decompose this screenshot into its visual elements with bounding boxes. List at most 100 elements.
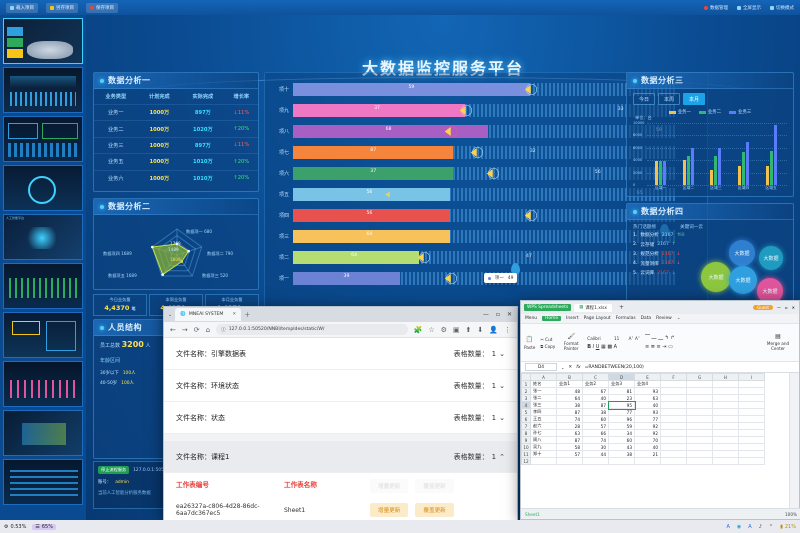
cell-blank[interactable] <box>660 387 687 395</box>
address-bar[interactable]: ⓘ 127.0.0.1:50520/NNBI/templdes/static/W… <box>216 324 408 335</box>
thumbnail-item-6[interactable] <box>3 312 83 358</box>
thumbnail-item-7[interactable] <box>3 361 83 407</box>
cell-v2[interactable]: 43 <box>608 443 635 451</box>
window-controls[interactable]: — ▫ ✕ <box>483 311 517 318</box>
cell-D1[interactable]: 业务3 <box>608 380 635 388</box>
cell-blank[interactable] <box>738 394 765 402</box>
cell-blank[interactable] <box>738 443 765 451</box>
file-row[interactable]: 文件名称： 状态 表格数量： 1 ⌄ <box>164 402 517 434</box>
cell-blank[interactable] <box>608 457 635 465</box>
cell-blank[interactable] <box>660 394 687 402</box>
maximize-icon[interactable]: ▫ <box>495 311 500 318</box>
cell-blank[interactable] <box>712 408 739 416</box>
copy-button[interactable]: ⧉ Copy <box>540 343 556 349</box>
cell-name[interactable]: 张三 <box>530 401 557 409</box>
merge-center-group[interactable]: ▤ Merge and Center <box>764 333 796 351</box>
cell-blank[interactable] <box>738 401 765 409</box>
list-item[interactable]: 4. 流量洞库 2167 ↓ <box>633 261 699 267</box>
cell-v1[interactable]: 87 <box>582 401 609 409</box>
period-tabs[interactable]: 今日 本周 本月 <box>627 89 793 109</box>
cell-name[interactable]: 张二 <box>530 394 557 402</box>
download-icon[interactable]: ⬇ <box>477 325 484 334</box>
cell-v1[interactable]: 60 <box>582 415 609 423</box>
browser-tab[interactable]: 🌐 MNEAI SYSTEM ✕ <box>175 308 242 321</box>
thumbnail-item-1[interactable] <box>3 67 83 113</box>
cell-blank[interactable] <box>712 394 739 402</box>
bubble-4[interactable]: 大数据 <box>757 278 783 304</box>
stop-service-button[interactable]: 停止流程服务 <box>98 466 130 474</box>
col-I[interactable]: I <box>738 373 765 381</box>
chevron-up-icon[interactable]: ⌃ <box>499 452 505 461</box>
tab-today[interactable]: 今日 <box>633 93 656 105</box>
italic-icon[interactable]: I <box>592 343 595 350</box>
cell-name[interactable]: 张一 <box>530 387 557 395</box>
row-number[interactable]: 9 <box>521 436 531 444</box>
file-row[interactable]: 文件名称： 引擎数据表 表格数量： 1 ⌄ <box>164 338 517 370</box>
alignment-group[interactable]: ⎺ ⎼ ⎽ ↰ ↱ ≡ ≣ ≡ ⇥ ▭ <box>645 335 675 350</box>
row-number[interactable]: 1 <box>521 380 531 388</box>
cell-blank[interactable] <box>712 415 739 423</box>
save-as-project-button[interactable]: 另存项目 <box>46 2 78 13</box>
cell-blank[interactable] <box>582 457 609 465</box>
cancel-formula-icon[interactable]: ✕ <box>568 364 573 370</box>
wps-new-tab-button[interactable]: + <box>618 304 624 311</box>
col-D[interactable]: D <box>608 373 635 381</box>
list-item[interactable]: 3. 规范分析 2167 ↓ <box>633 251 699 258</box>
cell-name[interactable]: 周八 <box>530 436 557 444</box>
cell-v0[interactable]: 74 <box>556 415 583 423</box>
row-number[interactable]: 7 <box>521 422 531 430</box>
cell-G1[interactable] <box>686 380 713 388</box>
font-group[interactable]: Calibri 11 A˄ A˅ B I U ▦ ▩ A <box>587 336 640 350</box>
cell-blank[interactable] <box>712 422 739 430</box>
cell-v3[interactable]: 21 <box>634 450 661 458</box>
row-number[interactable]: 8 <box>521 429 531 437</box>
input-icon[interactable]: A <box>748 523 752 530</box>
cell-blank[interactable] <box>712 387 739 395</box>
cell-blank[interactable] <box>686 394 713 402</box>
grid-row[interactable]: 8 孙七 63 66 34 92 <box>521 429 765 437</box>
function-icon[interactable]: fx <box>576 364 581 370</box>
merge-icon[interactable]: ▤ <box>775 333 781 341</box>
col-C[interactable]: C <box>582 373 609 381</box>
col-A[interactable]: A <box>530 373 557 381</box>
cell-name[interactable]: 孙七 <box>530 429 557 437</box>
cell-blank[interactable] <box>738 422 765 430</box>
cell-blank[interactable] <box>686 443 713 451</box>
cell-v2[interactable]: 60 <box>608 436 635 444</box>
cell-blank[interactable] <box>660 429 687 437</box>
battery-status[interactable]: ▮ 21% <box>780 524 796 530</box>
cell-blank[interactable] <box>660 415 687 423</box>
cell-v2[interactable]: 34 <box>608 429 635 437</box>
ribbon-tab-home[interactable]: Home <box>542 316 562 321</box>
cell-blank[interactable] <box>660 408 687 416</box>
cell-v0[interactable]: 38 <box>556 401 583 409</box>
col-H[interactable]: H <box>712 373 739 381</box>
paste-icon[interactable]: 📋 <box>525 335 534 343</box>
row-number[interactable]: 2 <box>521 387 531 395</box>
wps-menu-button[interactable]: Menu <box>525 316 538 321</box>
formula-text[interactable]: =RANDBETWEEN(20,100) <box>584 364 644 370</box>
share-icon[interactable]: ⬆ <box>465 325 472 334</box>
cell-blank[interactable] <box>712 401 739 409</box>
cell-blank[interactable] <box>686 457 713 465</box>
ribbon-more-icon[interactable]: ⌄ <box>676 316 681 321</box>
format-painter-icon[interactable]: 🖌 <box>567 333 576 341</box>
row-number[interactable]: 12 <box>521 457 531 465</box>
zoom-level[interactable]: 100% <box>785 511 797 517</box>
cell-blank[interactable] <box>712 450 739 458</box>
font-name[interactable]: Calibri <box>587 335 601 341</box>
row-number[interactable]: 5 <box>521 408 531 416</box>
col-G[interactable]: G <box>686 373 713 381</box>
cell-blank[interactable] <box>686 422 713 430</box>
ribbon-tab-data[interactable]: Data <box>640 316 652 321</box>
cell-I1[interactable] <box>738 380 765 388</box>
cell-blank[interactable] <box>686 401 713 409</box>
dropdown-icon[interactable]: ⌄ <box>561 364 565 370</box>
font-size[interactable]: 11 <box>613 335 620 341</box>
back-icon[interactable]: ← <box>170 325 176 334</box>
tab-list-icon[interactable]: ⌄ <box>168 311 173 318</box>
list-item[interactable]: 2. 云存储 2167 ↑ <box>633 242 699 248</box>
row-number[interactable]: 10 <box>521 443 531 451</box>
cell-v2[interactable]: 81 <box>608 387 635 395</box>
cell-v3[interactable]: 40 <box>634 443 661 451</box>
